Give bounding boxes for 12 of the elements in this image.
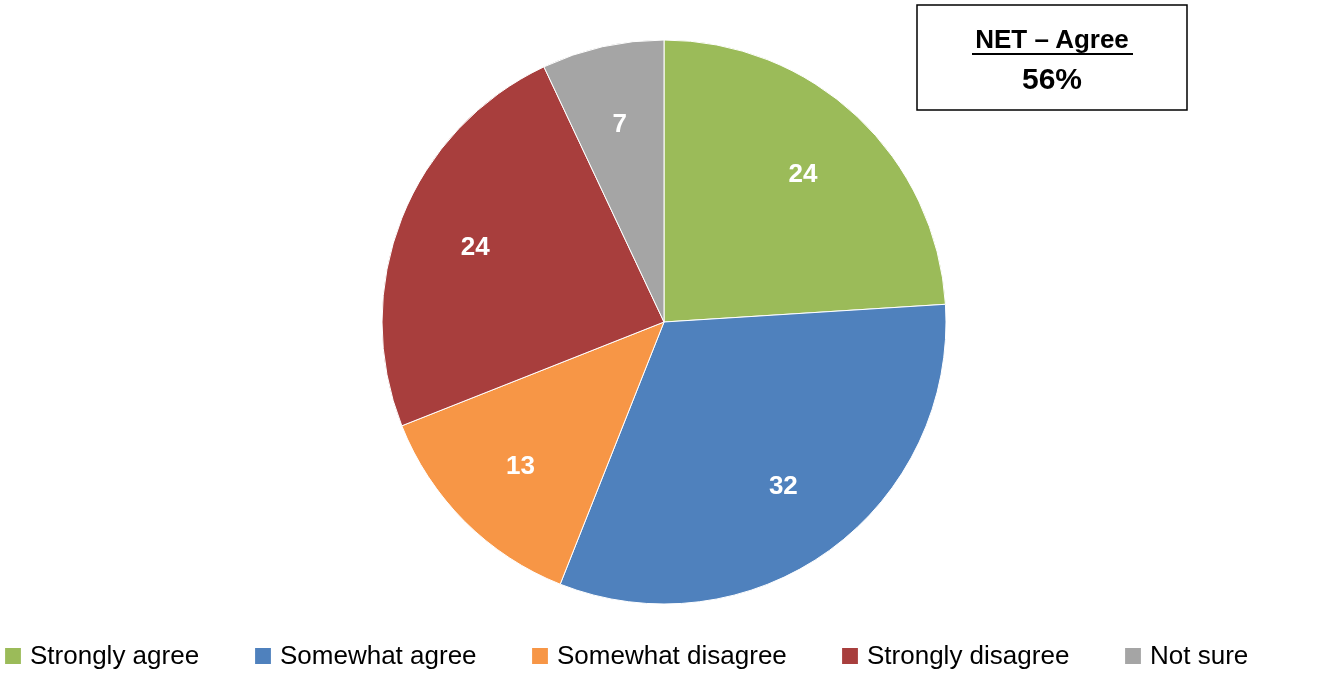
legend-label: Strongly agree bbox=[30, 640, 200, 670]
legend-label: Strongly disagree bbox=[867, 640, 1070, 670]
text: 56% bbox=[1021, 62, 1083, 95]
data-label: 7 bbox=[612, 107, 627, 138]
legend-label: Somewhat disagree bbox=[557, 640, 787, 670]
data-label: 13 bbox=[505, 449, 535, 480]
data-label: 24 bbox=[460, 231, 491, 262]
data-label: 32 bbox=[768, 470, 798, 501]
text: NET – Agree bbox=[975, 24, 1129, 54]
legend-label: Not sure bbox=[1150, 640, 1249, 670]
legend-label: Somewhat agree bbox=[280, 640, 477, 670]
data-label: 24 bbox=[788, 157, 818, 188]
